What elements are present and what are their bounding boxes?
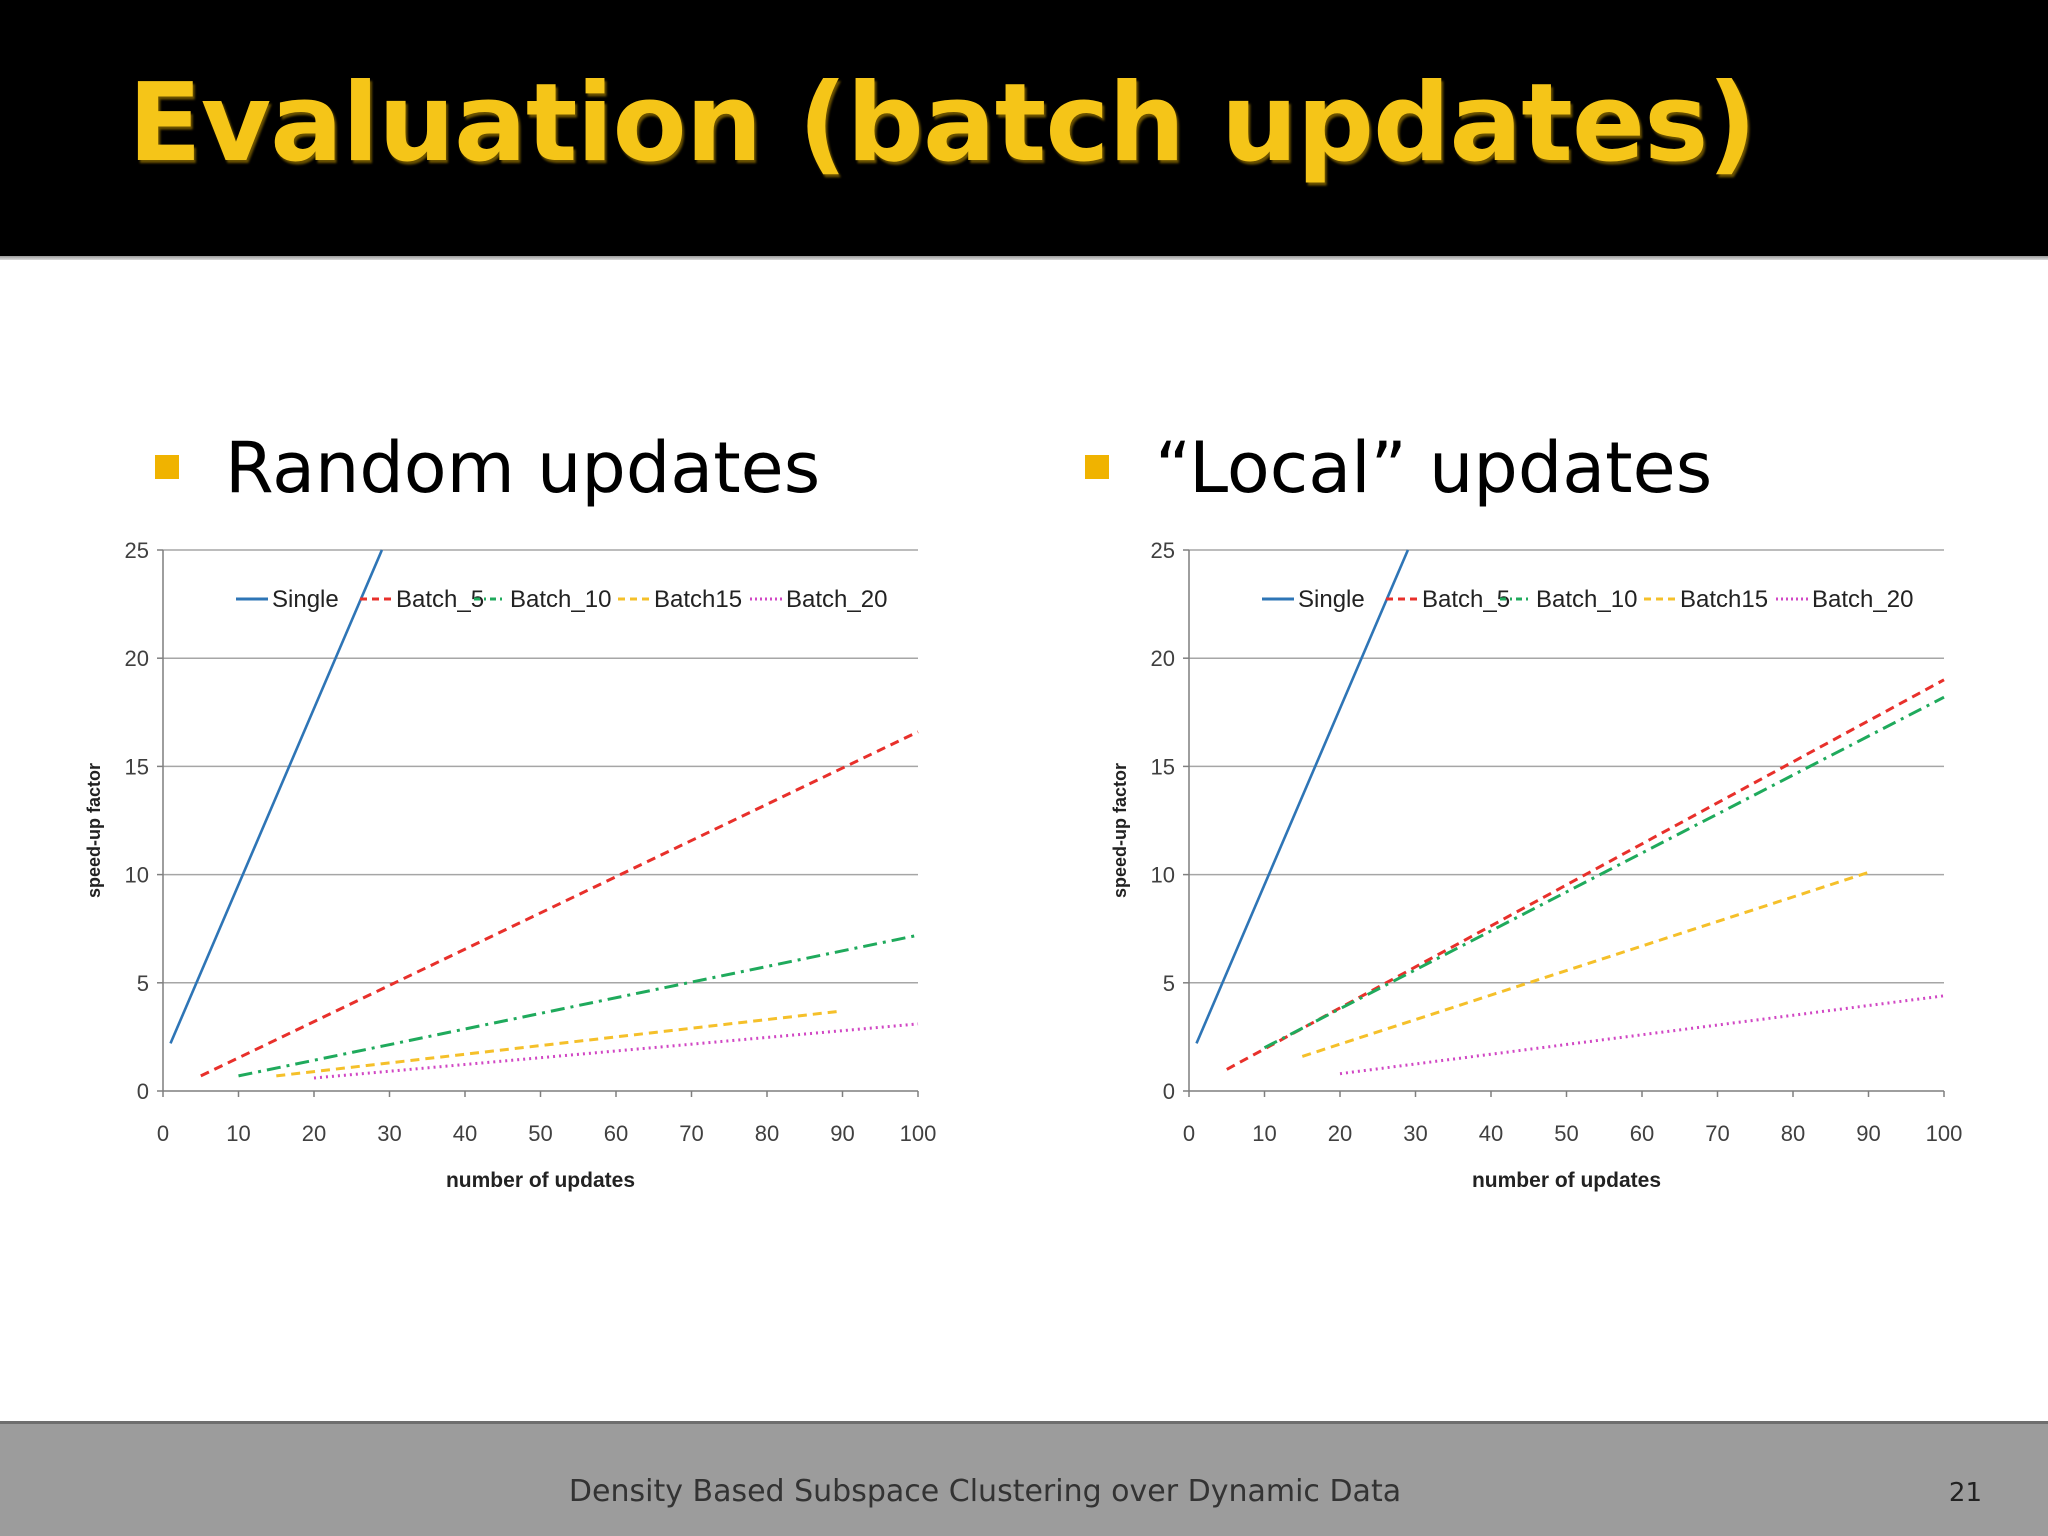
y-tick-label: 0 [137, 1079, 149, 1104]
legend-label-single: Single [272, 586, 339, 613]
y-tick-label: 20 [1151, 646, 1175, 671]
legend-label-batch-10: Batch_10 [1536, 586, 1637, 613]
series-line-batch-20 [313, 1022, 919, 1080]
y-tick-label: 5 [137, 971, 149, 996]
x-tick-label: 100 [900, 1121, 937, 1146]
footer-text: Density Based Subspace Clustering over D… [568, 1474, 1402, 1509]
chart-local-updates: 0 5 10 15 20 25 0 10 20 30 40 50 60 70 80 90 100 number o… [1110, 538, 1963, 1192]
y-tick-label: 20 [125, 646, 149, 671]
series-line-batch15 [276, 1009, 843, 1078]
x-axis-label: number of updates [1472, 1169, 1661, 1192]
x-tick-label: 50 [1554, 1121, 1578, 1146]
legend-label-batch-20: Batch_20 [786, 586, 887, 613]
footer-divider [0, 1421, 2048, 1425]
square-bullet-icon [1085, 455, 1109, 479]
bullet-text: Random updates [225, 427, 821, 509]
x-tick-label: 30 [377, 1121, 401, 1146]
series-line-single [1195, 549, 1410, 1044]
slide-title: Evaluation (batch updates) [128, 61, 1757, 186]
y-tick-label: 0 [1163, 1079, 1175, 1104]
legend-label-single: Single [1298, 586, 1365, 613]
bullet-text: “Local” updates [1155, 427, 1713, 509]
x-axis-label: number of updates [446, 1169, 635, 1192]
x-tick-label: 10 [1252, 1121, 1276, 1146]
x-tick-label: 20 [302, 1121, 326, 1146]
x-tick-label: 40 [1479, 1121, 1503, 1146]
y-tick-label: 25 [1151, 538, 1175, 563]
x-tick-label: 80 [755, 1121, 779, 1146]
y-tick-label: 5 [1163, 971, 1175, 996]
plot-area [1195, 549, 1945, 1076]
title-bar-divider [0, 256, 2048, 260]
legend-label-batch-5: Batch_5 [1422, 586, 1510, 613]
legend-label-batch-5: Batch_5 [396, 586, 484, 613]
y-tick-label: 25 [125, 538, 149, 563]
square-bullet-icon [155, 455, 179, 479]
plot-area [169, 549, 919, 1080]
legend-label-batch-10: Batch_10 [510, 586, 611, 613]
x-tick-label: 0 [1183, 1121, 1195, 1146]
x-tick-label: 20 [1328, 1121, 1352, 1146]
y-tick-label: 10 [125, 863, 149, 888]
x-tick-label: 60 [1630, 1121, 1654, 1146]
series-line-single [169, 549, 384, 1044]
series-line-batch-20 [1339, 994, 1945, 1076]
legend-label-batch15: Batch15 [654, 586, 742, 613]
legend-label-batch-20: Batch_20 [1812, 586, 1913, 613]
title-bar [0, 0, 2048, 256]
y-tick-label: 15 [125, 754, 149, 779]
x-tick-label: 70 [1705, 1121, 1729, 1146]
x-tick-label: 40 [453, 1121, 477, 1146]
x-tick-label: 70 [679, 1121, 703, 1146]
x-tick-label: 30 [1403, 1121, 1427, 1146]
page-number: 21 [1948, 1478, 1982, 1508]
y-tick-label: 10 [1151, 863, 1175, 888]
series-line-batch15 [1301, 870, 1869, 1058]
series-line-batch-5 [200, 730, 919, 1078]
series-line-batch-10 [1263, 695, 1945, 1050]
x-tick-label: 90 [1856, 1121, 1880, 1146]
y-axis-label: speed-up factor [84, 763, 104, 898]
y-axis-label: speed-up factor [1110, 763, 1130, 898]
x-tick-label: 50 [528, 1121, 552, 1146]
chart-random-updates: 0 5 10 15 20 25 0 10 20 30 40 50 60 70 80 90 100 number o… [84, 538, 937, 1192]
x-tick-label: 0 [157, 1121, 169, 1146]
y-tick-label: 15 [1151, 754, 1175, 779]
x-tick-label: 80 [1781, 1121, 1805, 1146]
x-tick-label: 100 [1926, 1121, 1963, 1146]
x-tick-label: 90 [830, 1121, 854, 1146]
legend-label-batch15: Batch15 [1680, 586, 1768, 613]
x-tick-label: 60 [604, 1121, 628, 1146]
footer-bar [0, 1424, 2048, 1536]
x-tick-label: 10 [226, 1121, 250, 1146]
